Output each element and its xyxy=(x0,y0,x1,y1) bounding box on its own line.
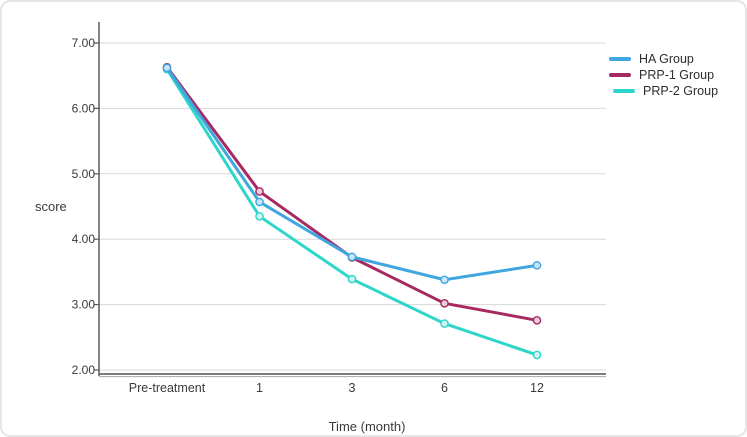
data-point-marker xyxy=(255,197,264,207)
x-tick-label: Pre-treatment xyxy=(129,381,206,395)
y-tick-label: 5.00 xyxy=(72,167,96,181)
y-tick-label: 4.00 xyxy=(72,232,96,246)
legend-item: HA Group xyxy=(609,52,718,66)
x-tick-label: 1 xyxy=(256,381,263,395)
x-tick-label: 6 xyxy=(441,381,448,395)
data-point-marker xyxy=(440,298,449,308)
data-point-marker xyxy=(532,261,542,270)
y-tick-label: 7.00 xyxy=(72,36,96,50)
data-point-marker xyxy=(347,274,357,284)
legend-item: PRP-1 Group xyxy=(609,68,718,82)
x-axis-title: Time (month) xyxy=(328,419,406,434)
legend-swatch xyxy=(609,57,631,61)
data-point-marker xyxy=(255,212,264,221)
x-tick-label: 12 xyxy=(530,381,544,395)
legend-label: PRP-1 Group xyxy=(639,68,715,82)
y-tick-label: 2.00 xyxy=(72,363,96,377)
data-point-marker xyxy=(440,319,449,328)
legend-item: PRP-2 Group xyxy=(613,84,718,98)
data-point-marker xyxy=(440,275,449,285)
y-tick-label: 6.00 xyxy=(72,101,96,115)
data-point-marker xyxy=(532,350,542,360)
x-tick-label: 3 xyxy=(349,381,356,395)
data-point-marker xyxy=(162,63,172,73)
data-point-marker xyxy=(532,315,542,325)
legend-swatch xyxy=(609,73,631,77)
y-axis-title: score xyxy=(35,199,67,214)
legend: HA Group PRP-1 Group PRP-2 Group xyxy=(609,52,718,98)
legend-label: PRP-2 Group xyxy=(643,84,719,98)
legend-label: HA Group xyxy=(639,52,694,66)
y-tick-label: 3.00 xyxy=(72,298,96,312)
series-line-prp-2-group xyxy=(165,67,539,357)
data-point-marker xyxy=(255,187,264,196)
data-point-marker xyxy=(347,252,357,262)
legend-swatch xyxy=(613,89,635,93)
